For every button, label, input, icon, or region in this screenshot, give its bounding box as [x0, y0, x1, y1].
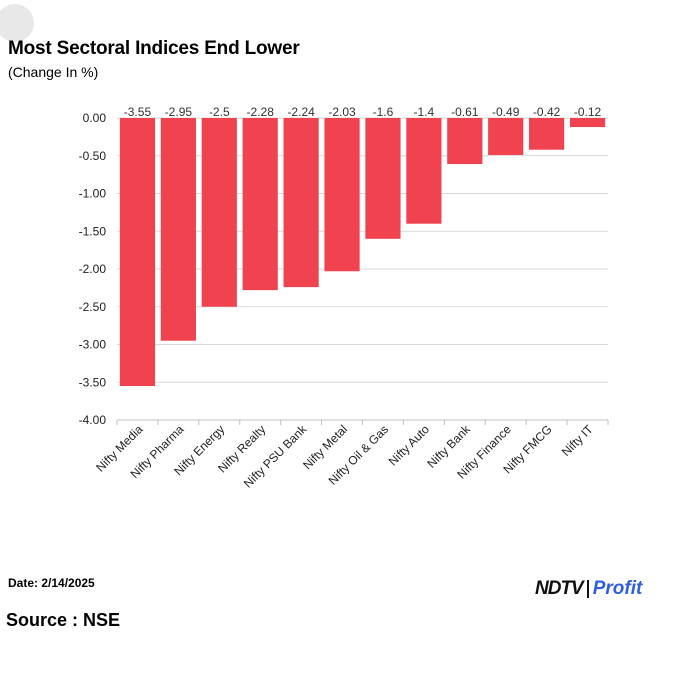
- y-tick-label: -3.00: [79, 338, 107, 352]
- bar: [160, 118, 196, 341]
- logo-product: Profit: [592, 578, 643, 599]
- data-label: -2.28: [247, 105, 275, 119]
- bar: [324, 118, 360, 272]
- source-label: Source : NSE: [6, 610, 121, 630]
- category-label: Nifty IT: [559, 422, 596, 459]
- chart-title: Most Sectoral Indices End Lower: [8, 38, 300, 59]
- decorative-circle: [0, 4, 34, 42]
- data-label: -0.61: [451, 105, 479, 119]
- y-tick-label: -1.00: [79, 187, 107, 201]
- bar: [488, 118, 524, 155]
- logo-separator: [586, 580, 589, 598]
- ndtv-profit-logo: NDTV Profit: [535, 577, 642, 601]
- bar: [406, 118, 442, 224]
- data-label: -2.03: [328, 105, 356, 119]
- bar: [447, 118, 483, 165]
- data-label: -3.55: [124, 105, 152, 119]
- bar-chart: 0.00 -0.50 -1.00 -1.50 -2.00 -2.50 -3.00 -3.50 -…: [79, 105, 609, 491]
- y-tick-label: -3.50: [79, 375, 107, 389]
- data-label: -2.95: [165, 105, 193, 119]
- bar: [119, 118, 156, 387]
- bar: [365, 118, 401, 239]
- data-label: -0.49: [492, 105, 520, 119]
- y-tick-label: -0.50: [79, 149, 107, 163]
- data-label: -0.12: [574, 105, 602, 119]
- bar: [242, 118, 278, 291]
- y-tick-label: -1.50: [79, 224, 107, 238]
- bar: [283, 118, 319, 288]
- data-label: -1.6: [373, 105, 394, 119]
- bar: [529, 118, 565, 150]
- y-tick-label: -2.00: [79, 262, 107, 276]
- data-label: -1.4: [414, 105, 435, 119]
- bar: [201, 118, 237, 307]
- data-label: -2.24: [287, 105, 315, 119]
- data-label: -2.5: [209, 105, 230, 119]
- y-tick-label: -2.50: [79, 300, 107, 314]
- date-label: Date: 2/14/2025: [8, 576, 95, 590]
- y-tick-label: -4.00: [79, 413, 107, 427]
- logo-brand: NDTV: [535, 578, 584, 599]
- data-label: -0.42: [533, 105, 561, 119]
- bar: [569, 118, 606, 128]
- chart-subtitle: (Change In %): [8, 64, 99, 80]
- y-tick-label: 0.00: [83, 111, 107, 125]
